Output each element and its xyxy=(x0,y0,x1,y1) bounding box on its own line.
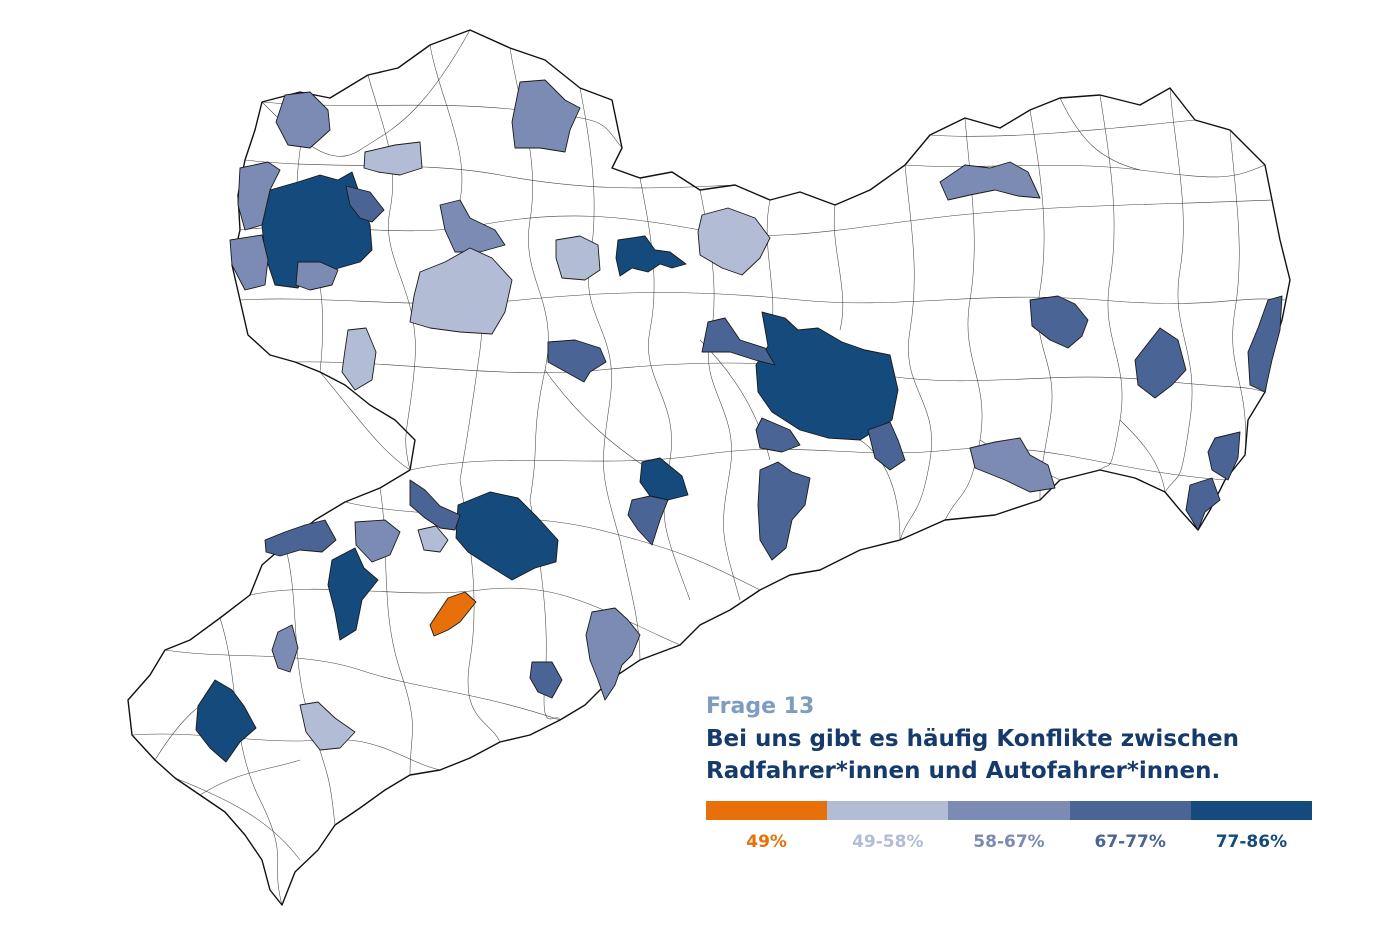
class-58-67 xyxy=(229,79,1056,701)
municipality xyxy=(757,461,811,561)
municipality xyxy=(345,185,385,223)
municipality xyxy=(585,607,641,701)
municipality xyxy=(327,547,379,641)
legend-swatch-4 xyxy=(1069,801,1191,820)
municipality xyxy=(295,261,339,291)
statement-line-1: Bei uns gibt es häufig Konflikte zwische… xyxy=(706,726,1239,752)
municipality xyxy=(409,479,461,531)
municipality xyxy=(439,199,506,253)
class-77-86 xyxy=(195,171,899,763)
municipality xyxy=(627,495,669,546)
legend-label-1: 49% xyxy=(746,832,787,852)
municipality xyxy=(1029,295,1089,349)
legend-swatch-1 xyxy=(706,801,828,820)
municipality xyxy=(271,624,299,673)
municipality xyxy=(1134,327,1187,399)
municipality xyxy=(697,207,771,276)
class-49 xyxy=(429,591,477,637)
municipality xyxy=(701,317,776,366)
legend-label-4: 67-77% xyxy=(1094,832,1166,852)
municipality xyxy=(867,421,906,471)
question-number: Frage 13 xyxy=(706,694,815,719)
legend-labels: 49% 49-58% 58-67% 67-77% 77-86% xyxy=(706,832,1312,852)
municipality xyxy=(299,701,356,751)
municipality xyxy=(229,234,269,291)
statement-line-2: Radfahrer*innen und Autofahrer*innen. xyxy=(706,758,1221,784)
municipality xyxy=(639,457,689,501)
municipality xyxy=(261,171,373,289)
municipality xyxy=(237,161,281,231)
municipality xyxy=(755,311,899,441)
municipality xyxy=(417,525,449,553)
municipality xyxy=(195,679,257,763)
legend: Frage 13 Bei uns gibt es häufig Konflikt… xyxy=(706,693,1313,852)
municipality xyxy=(1207,431,1241,481)
municipality xyxy=(615,235,687,277)
legend-label-5: 77-86% xyxy=(1215,832,1288,852)
class-49-58 xyxy=(299,141,771,751)
class-67-77 xyxy=(264,185,1283,699)
legend-label-2: 49-58% xyxy=(852,832,924,852)
municipality xyxy=(939,161,1041,201)
legend-swatch-3 xyxy=(948,801,1070,820)
municipality xyxy=(755,417,801,453)
municipality xyxy=(455,491,559,581)
legend-label-3: 58-67% xyxy=(973,832,1045,852)
municipality xyxy=(555,235,601,281)
municipality xyxy=(547,339,607,383)
municipality xyxy=(275,91,331,149)
municipality xyxy=(1185,477,1221,531)
municipality xyxy=(529,661,563,699)
legend-color-bar xyxy=(706,801,1313,820)
legend-swatch-5 xyxy=(1190,801,1313,820)
municipality xyxy=(264,519,337,557)
municipality xyxy=(429,591,477,637)
legend-swatch-2 xyxy=(827,801,949,820)
municipality xyxy=(354,519,401,563)
municipality xyxy=(1247,295,1283,393)
municipality xyxy=(363,141,423,176)
municipality xyxy=(511,79,581,153)
municipality xyxy=(341,327,377,391)
municipality xyxy=(969,437,1056,493)
municipality xyxy=(409,247,513,335)
